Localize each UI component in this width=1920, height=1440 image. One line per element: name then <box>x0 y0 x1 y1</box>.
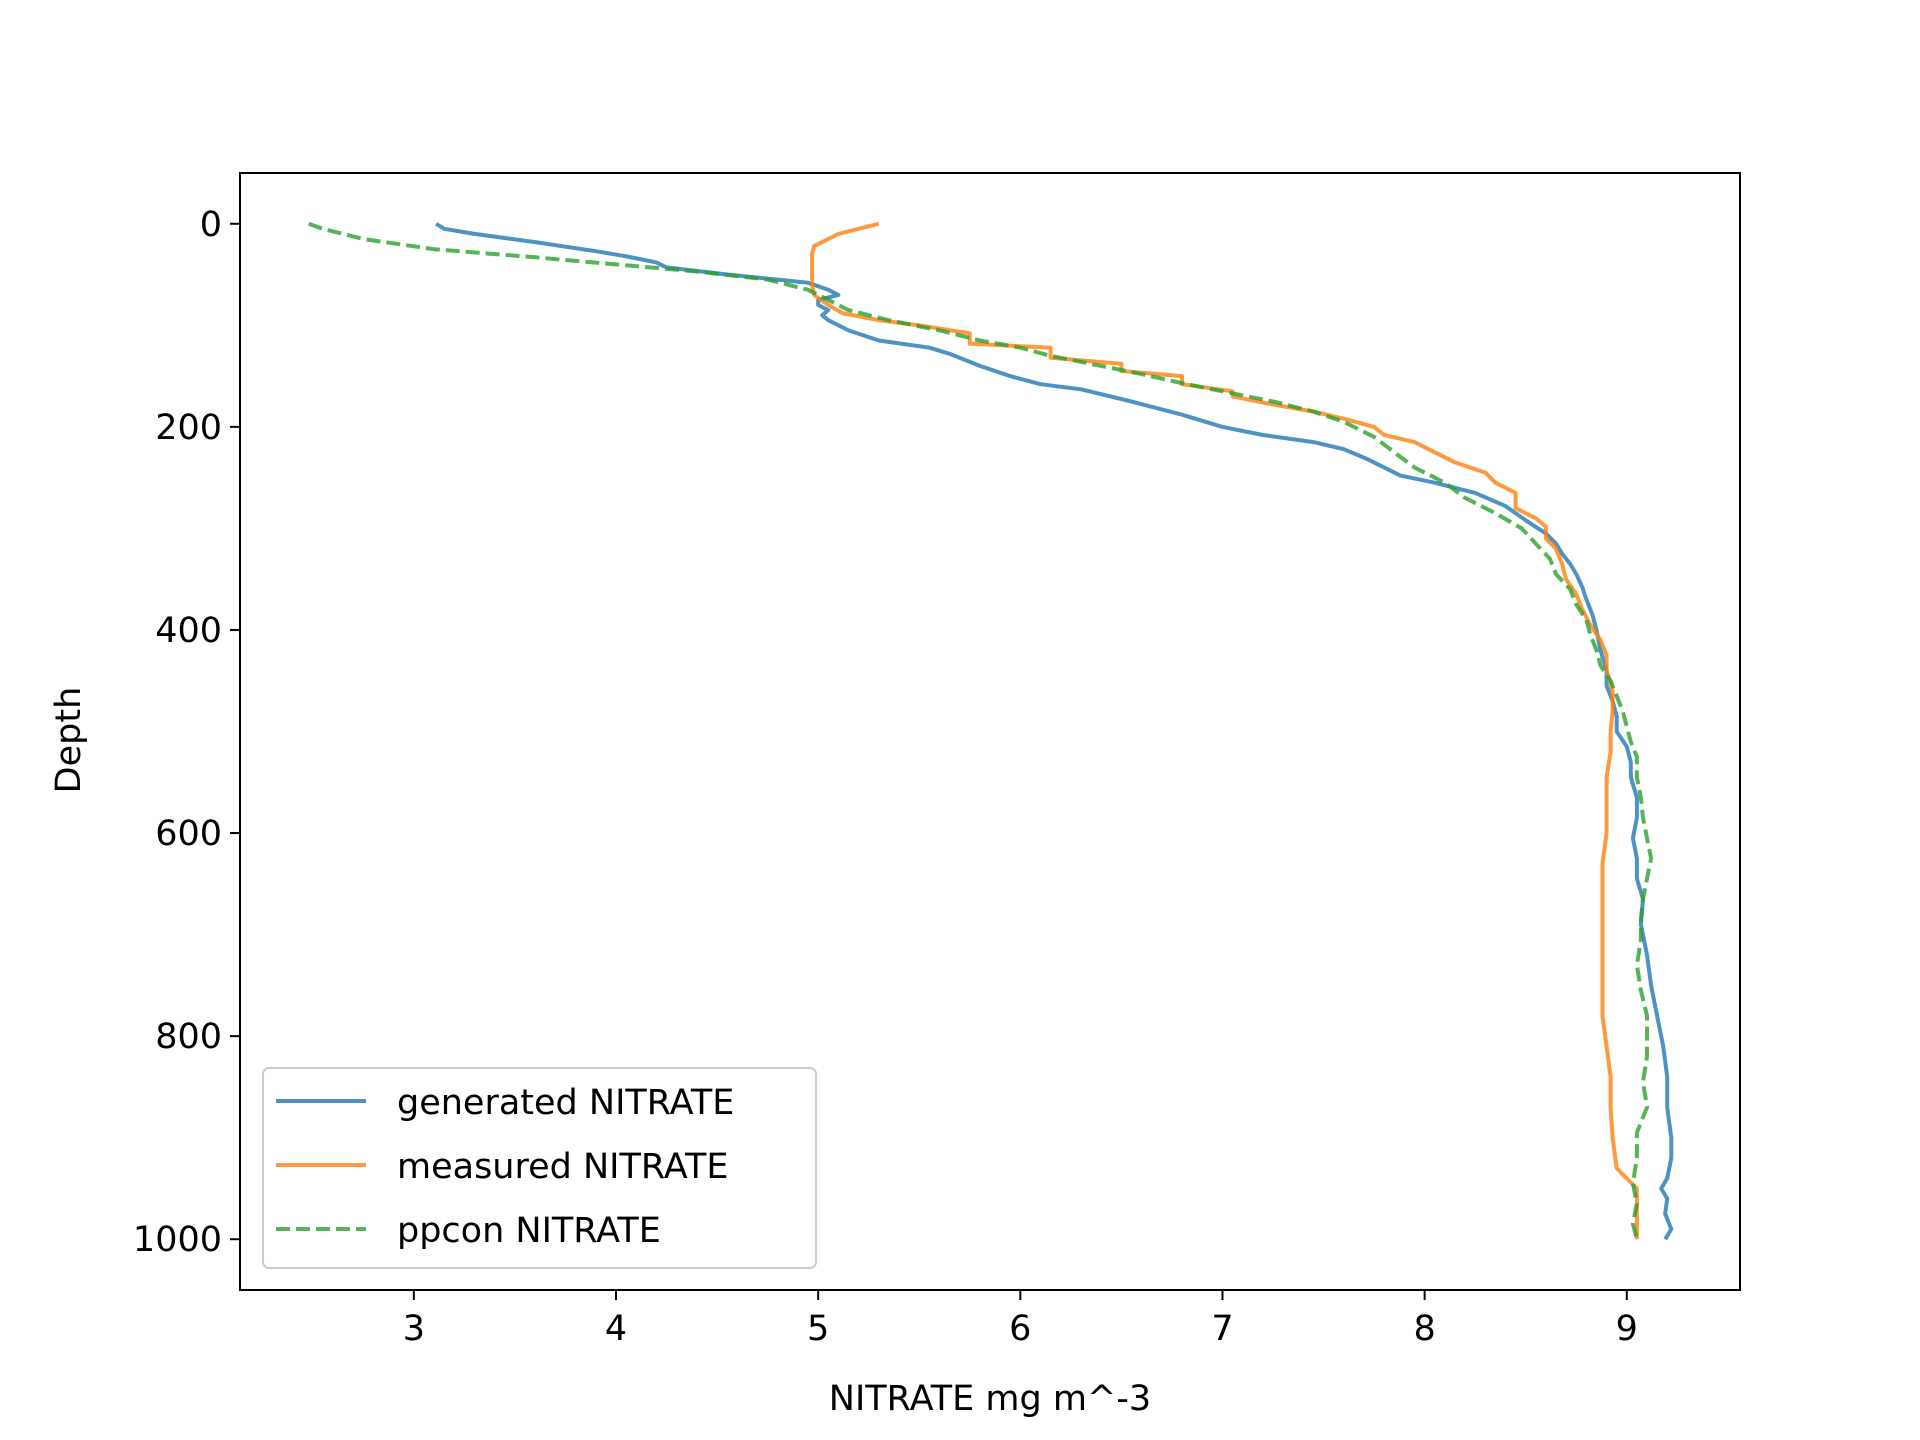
y-tick-label: 200 <box>155 408 222 448</box>
x-tick-label: 3 <box>403 1309 425 1349</box>
x-tick-label: 6 <box>1009 1309 1031 1349</box>
x-tick-label: 4 <box>605 1309 627 1349</box>
legend-label-measured: measured NITRATE <box>397 1147 729 1187</box>
legend-label-ppcon: ppcon NITRATE <box>397 1211 661 1251</box>
y-tick-label: 400 <box>155 611 222 651</box>
legend: generated NITRATE measured NITRATE ppcon… <box>262 1067 817 1269</box>
x-tick-label: 9 <box>1616 1309 1638 1349</box>
x-axis-title: NITRATE mg m^-3 <box>829 1379 1151 1419</box>
x-axis: 3 4 5 6 7 8 9 <box>403 1290 1638 1349</box>
y-axis-title: Depth <box>49 687 89 794</box>
y-tick-label: 1000 <box>133 1220 222 1260</box>
series-line-ppcon <box>308 221 1654 1240</box>
x-tick-label: 7 <box>1211 1309 1233 1349</box>
legend-box <box>262 1067 817 1269</box>
y-tick-label: 0 <box>200 205 222 245</box>
legend-label-generated: generated NITRATE <box>397 1083 734 1123</box>
series-line-generated <box>435 222 1674 1241</box>
y-axis: 0 200 400 600 800 1000 <box>133 205 240 1260</box>
x-tick-label: 8 <box>1413 1309 1435 1349</box>
plot-area-frame <box>239 172 1741 1291</box>
series-layer <box>308 221 1674 1241</box>
y-tick-label: 600 <box>155 814 222 854</box>
x-tick-label: 5 <box>807 1309 829 1349</box>
y-tick-label: 800 <box>155 1017 222 1057</box>
